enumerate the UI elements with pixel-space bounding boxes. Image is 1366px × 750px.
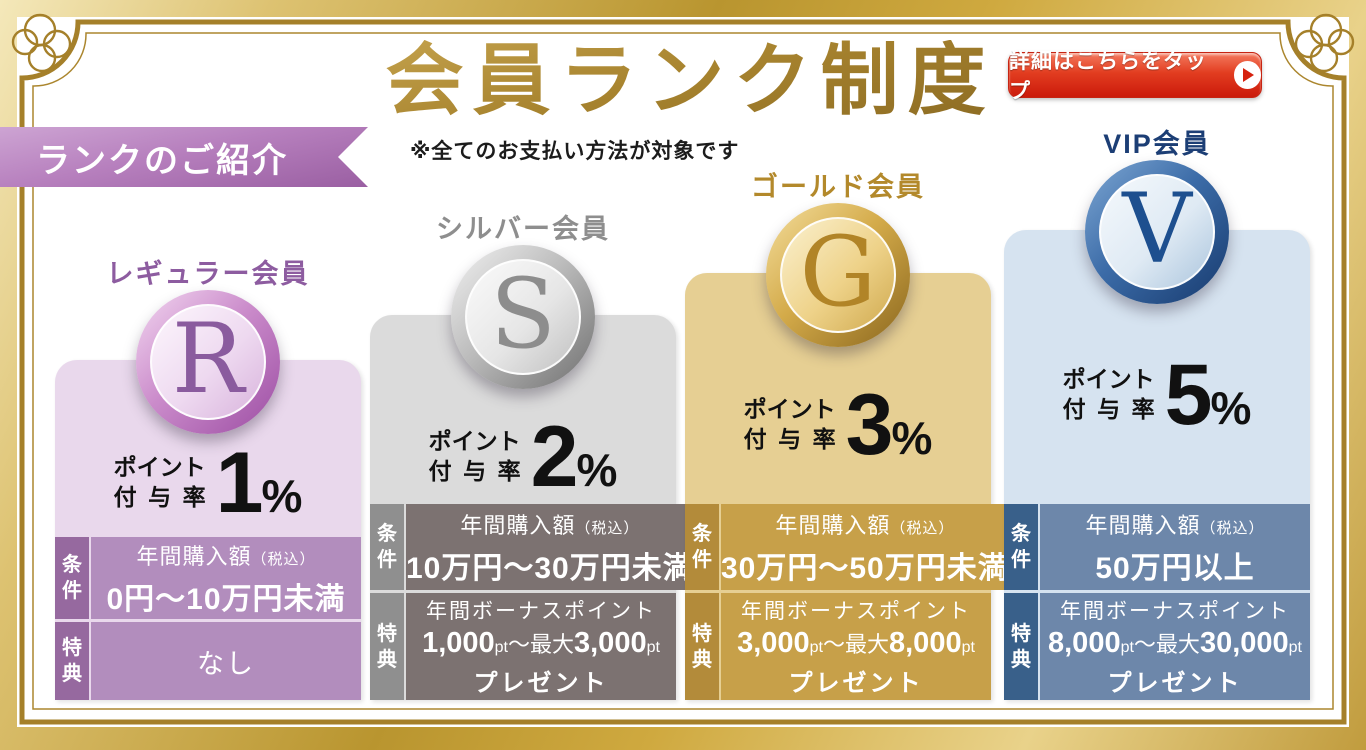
- point-rate-label: ポイント 付与率: [113, 454, 218, 510]
- point-rate: ポイント 付与率 5%: [1004, 352, 1310, 438]
- benefit-label: 特典: [1004, 593, 1038, 700]
- point-rate-value: 5%: [1164, 347, 1252, 443]
- point-rate-label: ポイント 付与率: [1062, 366, 1167, 422]
- tier-name: ゴールド会員: [751, 172, 925, 202]
- medal-letter: G: [799, 216, 877, 328]
- tier-name: レギュラー会員: [106, 259, 310, 289]
- benefit-row: 特典 年間ボーナスポイント 8,000pt〜最大30,000pt プレゼント: [1004, 593, 1310, 700]
- point-rate-value: 1%: [215, 435, 303, 531]
- benefit-value: 年間ボーナスポイント 3,000pt〜最大8,000pt プレゼント: [721, 593, 991, 700]
- benefit-value: 年間ボーナスポイント 8,000pt〜最大30,000pt プレゼント: [1040, 593, 1310, 700]
- point-rate-value: 2%: [530, 409, 618, 505]
- point-rate-value: 3%: [845, 377, 933, 473]
- section-ribbon: ランクのご紹介: [0, 127, 368, 187]
- medal-letter: S: [490, 258, 556, 370]
- benefit-row: 特典 年間ボーナスポイント 3,000pt〜最大8,000pt プレゼント: [685, 593, 991, 700]
- condition-value: 年間購入額（税込） 10万円〜30万円未満: [406, 504, 694, 590]
- benefit-row: 特典 なし: [55, 622, 361, 700]
- regular-medal-icon: R: [136, 290, 280, 434]
- tier-name: シルバー会員: [436, 214, 610, 244]
- silver-medal-icon: S: [451, 245, 595, 389]
- benefit-row: 特典 年間ボーナスポイント 1,000pt〜最大3,000pt プレゼント: [370, 593, 676, 700]
- tier-name: VIP会員: [1103, 129, 1211, 159]
- point-rate: ポイント 付与率 3%: [685, 382, 991, 468]
- details-button[interactable]: 詳細はこちらをタップ: [1008, 50, 1262, 103]
- point-rate: ポイント 付与率 1%: [55, 440, 361, 526]
- condition-label: 条件: [1004, 504, 1038, 590]
- play-triangle-icon: [1243, 68, 1255, 82]
- benefit-label: 特典: [370, 593, 404, 700]
- condition-label: 条件: [55, 537, 89, 619]
- vip-medal-icon: V: [1085, 160, 1229, 304]
- condition-row: 条件 年間購入額（税込） 50万円以上: [1004, 504, 1310, 590]
- medal-letter: V: [1122, 173, 1192, 285]
- benefit-value: なし: [91, 622, 361, 700]
- point-rate-label: ポイント 付与率: [743, 396, 848, 452]
- benefit-label: 特典: [685, 593, 719, 700]
- play-icon: [1233, 61, 1261, 89]
- medal-letter: R: [171, 303, 245, 415]
- point-rate-label: ポイント 付与率: [428, 428, 533, 484]
- condition-row: 条件 年間購入額（税込） 10万円〜30万円未満: [370, 504, 694, 590]
- tier-gold: ゴールド会員 G ポイント 付与率 3% 条件 年間購入額（税込） 30万円〜5…: [685, 0, 1009, 750]
- condition-row: 条件 年間購入額（税込） 30万円〜50万円未満: [685, 504, 1009, 590]
- point-rate: ポイント 付与率 2%: [370, 414, 676, 500]
- condition-value: 年間購入額（税込） 50万円以上: [1040, 504, 1310, 590]
- section-ribbon-label: ランクのご紹介: [36, 141, 288, 180]
- medal-face: V: [1099, 174, 1215, 290]
- condition-row: 条件 年間購入額（税込） 0円〜10万円未満: [55, 537, 361, 619]
- condition-value: 年間購入額（税込） 0円〜10万円未満: [91, 537, 361, 619]
- medal-face: R: [150, 304, 266, 420]
- gold-medal-icon: G: [766, 203, 910, 347]
- tier-vip: VIP会員 V ポイント 付与率 5% 条件 年間購入額（税込） 50万円以上 …: [1004, 0, 1310, 750]
- benefit-label: 特典: [55, 622, 89, 700]
- medal-face: G: [780, 217, 896, 333]
- condition-value: 年間購入額（税込） 30万円〜50万円未満: [721, 504, 1009, 590]
- tier-regular: レギュラー会員 R ポイント 付与率 1% 条件 年間購入額（税込） 0円〜10…: [55, 0, 361, 750]
- tier-silver: シルバー会員 S ポイント 付与率 2% 条件 年間購入額（税込） 10万円〜3…: [370, 0, 694, 750]
- details-button-label: 詳細はこちらをタップ: [1009, 50, 1207, 103]
- condition-label: 条件: [370, 504, 404, 590]
- medal-face: S: [465, 259, 581, 375]
- benefit-value: 年間ボーナスポイント 1,000pt〜最大3,000pt プレゼント: [406, 593, 676, 700]
- condition-label: 条件: [685, 504, 719, 590]
